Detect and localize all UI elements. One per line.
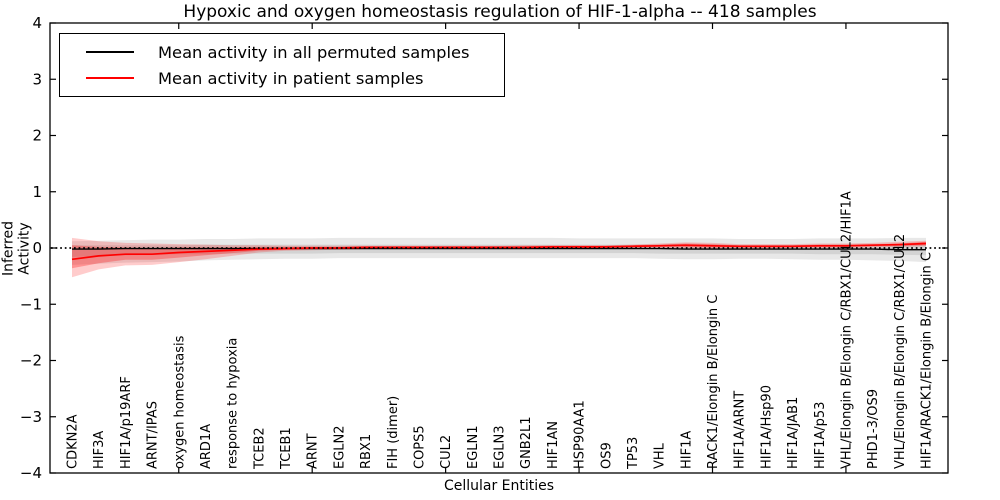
x-entity-label: VHL/Elongin B/Elongin C/RBX1/CUL2 — [893, 234, 908, 469]
x-entity-label: EGLN3 — [493, 425, 508, 469]
x-entity-label: EGLN1 — [466, 425, 481, 469]
x-entity-label: HIF1A/p19ARF — [119, 376, 134, 469]
x-entity-label: TCEB2 — [252, 427, 267, 470]
x-entity-label: ARD1A — [199, 424, 214, 469]
x-entity-label: HIF1AN — [546, 421, 561, 469]
x-entity-label: HIF1A/JAB1 — [786, 397, 801, 469]
y-tick-label: 4 — [32, 14, 42, 32]
x-entity-label: VHL — [653, 442, 668, 469]
x-entity-label: EGLN2 — [332, 425, 347, 469]
legend-label-permuted: Mean activity in all permuted samples — [158, 42, 470, 62]
x-entity-label: TCEB1 — [279, 427, 294, 470]
x-entity-label: oxygen homeostasis — [172, 335, 187, 469]
x-entity-label: FIH (dimer) — [386, 396, 401, 469]
y-tick-label: 0 — [32, 239, 42, 257]
x-entity-label: GNB2L1 — [519, 416, 534, 469]
x-entity-label: ARNT/IPAS — [146, 401, 161, 469]
x-entity-label: VHL/Elongin B/Elongin C/RBX1/CUL2/HIF1A — [839, 191, 854, 469]
y-tick-label: −1 — [20, 295, 42, 313]
legend-item-patient: Mean activity in patient samples — [60, 66, 504, 90]
legend-item-permuted: Mean activity in all permuted samples — [60, 40, 504, 64]
legend: Mean activity in all permuted samples Me… — [59, 33, 505, 97]
permuted-band-outer — [72, 237, 926, 265]
x-entity-label: PHD1-3/OS9 — [866, 389, 881, 469]
permuted-line-swatch — [86, 51, 134, 53]
x-entity-label: ARNT — [306, 433, 321, 469]
y-axis-label: Inferred Activity — [0, 221, 33, 277]
x-entity-label: RACK1/Elongin B/Elongin C — [706, 295, 721, 469]
patient-mean-line — [71, 242, 927, 261]
y-tick-label: −4 — [20, 464, 42, 482]
x-entity-label: CUL2 — [439, 435, 454, 469]
x-entity-label: CDKN2A — [66, 414, 81, 469]
x-entity-label: HIF1A — [679, 431, 694, 469]
y-tick-label: −2 — [20, 352, 42, 370]
x-entity-label: HIF1A/ARNT — [733, 391, 748, 469]
chart-title: Hypoxic and oxygen homeostasis regulatio… — [183, 2, 817, 22]
y-tick-label: −3 — [20, 408, 42, 426]
x-entity-label: response to hypoxia — [226, 338, 241, 469]
legend-label-patient: Mean activity in patient samples — [158, 68, 424, 88]
x-entity-label: RBX1 — [359, 434, 374, 469]
x-entity-label: HSP90AA1 — [573, 400, 588, 469]
permuted-mean-line — [72, 247, 926, 251]
x-entity-label: TP53 — [626, 437, 641, 470]
x-axis-label: Cellular Entities — [443, 478, 555, 494]
permuted-band-inner — [72, 244, 926, 257]
x-entity-label: COPS5 — [412, 425, 427, 469]
y-tick-label: 3 — [32, 70, 42, 88]
x-entity-label: HIF1A/RACK1/Elongin B/Elongin C — [920, 252, 935, 469]
x-entity-label: HIF1A/Hsp90 — [759, 385, 774, 469]
y-tick-label: 2 — [32, 127, 42, 145]
x-entity-label: HIF1A/p53 — [813, 402, 828, 469]
x-entity-label: HIF3A — [92, 431, 107, 469]
x-entity-label: OS9 — [599, 442, 614, 469]
patient-line-swatch — [86, 77, 134, 79]
y-tick-label: 1 — [32, 183, 42, 201]
